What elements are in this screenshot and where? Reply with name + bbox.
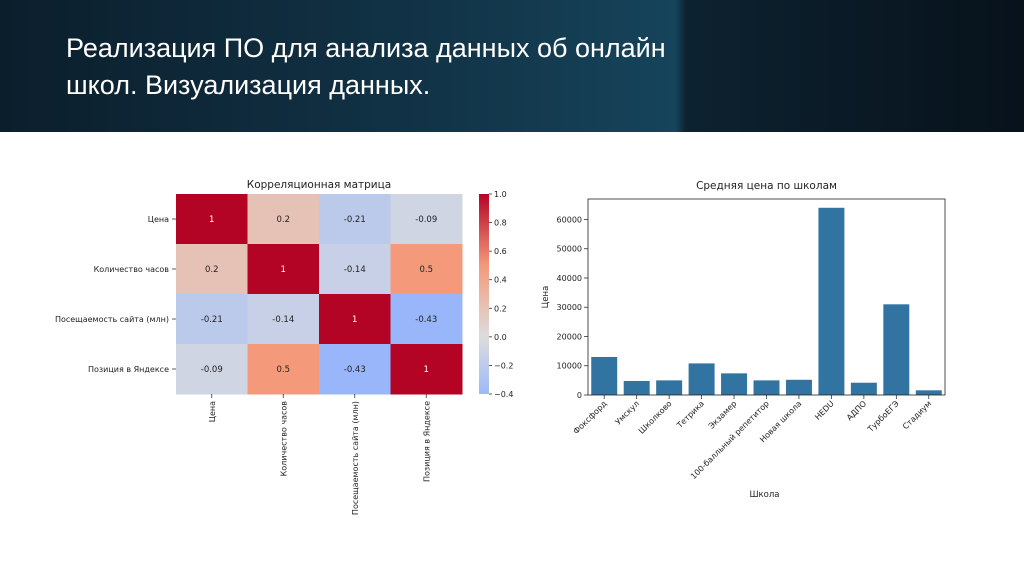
x-tick-label: Фоксфорд xyxy=(572,399,609,436)
heatmap-col-label: Позиция в Яндексе xyxy=(422,401,431,482)
colorbar-tick-label: −0.2 xyxy=(494,361,513,370)
bar xyxy=(785,379,812,395)
y-tick-label: 50000 xyxy=(557,245,582,254)
heatmap-cell xyxy=(390,244,463,295)
bar xyxy=(850,382,877,395)
y-tick-label: 0 xyxy=(577,391,582,400)
heatmap-cell xyxy=(390,294,463,345)
colorbar-tick-label: 0.4 xyxy=(494,276,507,285)
colorbar-tick-label: −0.4 xyxy=(494,390,513,399)
heatmap-cell xyxy=(247,344,320,395)
x-tick-label: Стадиум xyxy=(901,399,933,431)
heatmap-cell xyxy=(319,244,391,295)
heatmap-value-label: 1 xyxy=(352,315,357,325)
heatmap-value-label: -0.43 xyxy=(415,315,437,325)
y-tick-label: 40000 xyxy=(557,274,582,283)
x-axis-label: Школа xyxy=(749,490,779,500)
bar xyxy=(656,380,683,395)
heatmap-cell xyxy=(319,294,391,345)
heatmap-value-label: -0.21 xyxy=(201,315,223,325)
y-tick-label: 30000 xyxy=(557,303,582,312)
slide-title: Реализация ПО для анализа данных об онла… xyxy=(66,33,666,100)
heatmap-row-label: Количество часов xyxy=(94,265,170,274)
x-tick-label: Экзамер xyxy=(707,399,739,431)
heatmap-cell xyxy=(176,244,248,295)
bar xyxy=(721,373,748,395)
heatmap-cell xyxy=(247,194,320,245)
x-tick-label: HEDU xyxy=(813,399,836,422)
x-tick-label: Тетрика xyxy=(675,399,707,431)
heatmap-value-label: -0.43 xyxy=(344,365,366,375)
heatmap-value-label: 0.5 xyxy=(276,365,290,375)
heatmap-cell xyxy=(319,194,391,245)
y-tick-label: 60000 xyxy=(557,215,582,224)
bar-chart-frame xyxy=(587,198,946,396)
colorbar-tick-label: 0.6 xyxy=(494,247,507,256)
heatmap-value-label: -0.21 xyxy=(344,215,366,225)
bar xyxy=(883,304,910,395)
heatmap-cell xyxy=(390,344,463,395)
y-axis-label: Цена xyxy=(541,286,551,309)
x-tick-label: Умскул xyxy=(614,399,642,427)
heatmap-cell xyxy=(390,194,463,245)
colorbar-tick-label: 0.2 xyxy=(494,304,507,313)
x-tick-label: ТурбоЕГЭ xyxy=(865,399,901,435)
x-tick-label: АДПО xyxy=(845,399,868,422)
heatmap-title: Корреляционная матрица xyxy=(247,179,391,191)
heatmap-cell xyxy=(247,294,320,345)
heatmap-row-label: Посещаемость сайта (млн) xyxy=(55,315,169,324)
heatmap-value-label: -0.14 xyxy=(344,265,366,275)
heatmap-value-label: -0.09 xyxy=(415,215,437,225)
heatmap-col-label: Количество часов xyxy=(279,401,288,477)
bar xyxy=(623,380,650,395)
bar xyxy=(688,363,715,395)
colorbar-tick-label: 0.8 xyxy=(494,219,507,228)
heatmap-value-label: 1 xyxy=(424,365,429,375)
colorbar-tick-label: 1.0 xyxy=(494,190,507,199)
colorbar-tick-label: 0.0 xyxy=(494,333,507,342)
heatmap-cell xyxy=(176,294,248,345)
heatmap-cell xyxy=(247,244,320,295)
heatmap-value-label: 0.5 xyxy=(419,265,433,275)
bar xyxy=(591,356,618,395)
heatmap-cell xyxy=(176,344,248,395)
slide-header: Реализация ПО для анализа данных об онла… xyxy=(0,0,1024,132)
x-tick-label: Школково xyxy=(637,399,674,436)
heatmap-row-label: Цена xyxy=(148,215,169,224)
bar xyxy=(818,207,845,395)
heatmap-col-label: Цена xyxy=(208,401,217,422)
heatmap-value-label: -0.09 xyxy=(201,365,223,375)
heatmap-value-label: 1 xyxy=(281,265,286,275)
heatmap-value-label: 0.2 xyxy=(205,265,219,275)
y-tick-label: 10000 xyxy=(557,362,582,371)
heatmap-col-label: Посещаемость сайта (млн) xyxy=(351,401,360,515)
bar xyxy=(753,380,780,395)
heatmap-row-label: Позиция в Яндексе xyxy=(88,365,169,374)
heatmap-value-label: -0.14 xyxy=(272,315,294,325)
bar-chart-title: Средняя цена по школам xyxy=(696,180,837,192)
bar xyxy=(915,390,942,395)
heatmap-cell xyxy=(319,344,391,395)
heatmap-value-label: 1 xyxy=(209,215,214,225)
heatmap-cell xyxy=(176,194,248,245)
colorbar xyxy=(479,194,489,394)
heatmap-value-label: 0.2 xyxy=(276,215,290,225)
y-tick-label: 20000 xyxy=(557,332,582,341)
